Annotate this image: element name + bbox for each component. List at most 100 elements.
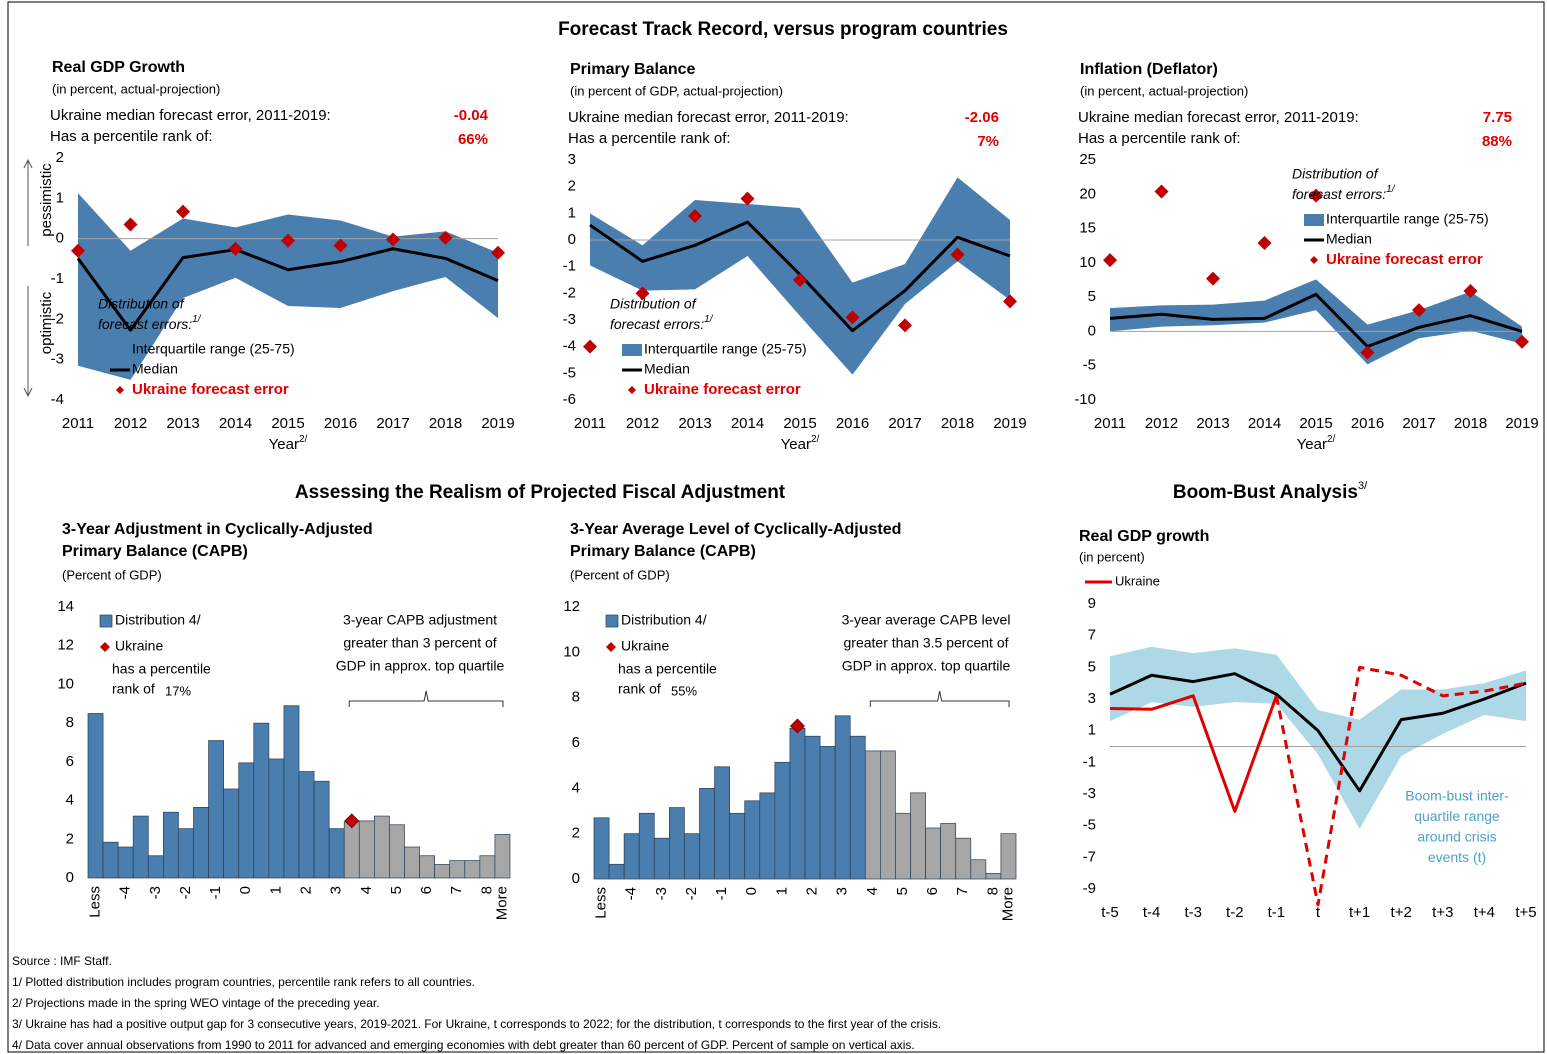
ukraine-marker xyxy=(1515,334,1529,349)
x-tick-label: 2016 xyxy=(1351,415,1384,432)
x-tick-label: 2018 xyxy=(1454,415,1487,432)
x-tick-label: 2014 xyxy=(1248,415,1281,432)
y-tick-label: -2 xyxy=(51,310,64,327)
x-tick-label: 0 xyxy=(743,887,760,895)
ukraine-marker xyxy=(793,273,807,287)
legend-marker xyxy=(606,642,616,652)
chart-subtitle: (Percent of GDP) xyxy=(62,567,162,582)
legend-swatch xyxy=(1304,214,1324,226)
x-tick-label: t-2 xyxy=(1226,904,1244,921)
bar xyxy=(880,750,896,880)
x-tick-label: -1 xyxy=(207,886,224,899)
bar xyxy=(193,806,209,879)
bar xyxy=(223,788,240,879)
bar xyxy=(449,860,466,879)
y-tick-label: 3 xyxy=(568,151,576,168)
ukraine-marker xyxy=(344,813,360,829)
bar xyxy=(117,846,134,879)
y-tick-label: 0 xyxy=(56,230,64,247)
bar xyxy=(669,807,685,880)
x-tick-label: 2015 xyxy=(783,415,816,432)
x-tick-label: 5 xyxy=(894,887,911,895)
x-tick-label: 2019 xyxy=(481,415,514,432)
y-tick-label: 10 xyxy=(563,643,580,660)
x-tick-label: Less xyxy=(87,886,104,918)
legend-swatch xyxy=(622,344,642,356)
x-tick-label: t xyxy=(1316,904,1321,921)
annotation: Boom-bust inter- xyxy=(1405,788,1509,804)
y-tick-label: 10 xyxy=(1079,254,1096,271)
bar xyxy=(623,833,640,880)
ukraine-marker xyxy=(1206,271,1220,286)
x-tick-label: t-1 xyxy=(1268,904,1286,921)
legend-swatch xyxy=(110,344,130,356)
bar xyxy=(147,855,164,879)
x-tick-label: 2018 xyxy=(941,415,974,432)
ukraine-marker xyxy=(1412,303,1426,318)
legend-title: forecast errors:1/ xyxy=(610,314,714,332)
annotation: greater than 3.5 percent of xyxy=(844,635,1009,651)
bar xyxy=(729,812,746,880)
chart-subtitle: (in percent of GDP, actual-projection) xyxy=(570,83,783,98)
chart-subtitle: (Percent of GDP) xyxy=(570,567,670,582)
x-axis-label-text: Year xyxy=(781,436,811,453)
x-tick-label: 2017 xyxy=(888,415,921,432)
x-tick-label: 8 xyxy=(478,886,495,894)
x-axis-label-text: Year xyxy=(269,436,299,453)
x-tick-label: 2013 xyxy=(678,415,711,432)
error-text: Ukraine median forecast error, 2011-2019… xyxy=(1078,109,1359,126)
y-tick-label: 2 xyxy=(56,149,64,166)
y-tick-label: 0 xyxy=(572,870,580,887)
x-tick-label: 7 xyxy=(954,887,971,895)
bar xyxy=(774,761,791,880)
bar xyxy=(985,872,1002,880)
arrow xyxy=(23,158,33,246)
x-tick-label: More xyxy=(999,887,1016,921)
x-tick-label: 2014 xyxy=(219,415,252,432)
bar xyxy=(374,815,390,879)
ukraine-marker xyxy=(228,241,243,256)
bar xyxy=(479,855,496,879)
y-tick-label: 5 xyxy=(1088,658,1096,675)
x-tick-label: 2015 xyxy=(271,415,304,432)
section-title: Assessing the Realism of Projected Fisca… xyxy=(295,482,786,503)
bar xyxy=(494,834,511,879)
bar xyxy=(864,750,881,880)
y-tick-label: -10 xyxy=(1074,391,1096,408)
ukraine-marker xyxy=(740,191,755,206)
annotation: GDP in approx. top quartile xyxy=(842,658,1011,674)
series-line xyxy=(1109,292,1523,349)
y-tick-label: -1 xyxy=(1083,753,1096,770)
x-tick-label: t-4 xyxy=(1143,904,1161,921)
x-tick-label: t-3 xyxy=(1184,904,1202,921)
y-tick-label: 20 xyxy=(1079,185,1096,202)
chart-subtitle: (in percent, actual-projection) xyxy=(1080,83,1248,98)
y-tick-label: 9 xyxy=(1088,595,1096,612)
x-tick-label: 2014 xyxy=(731,415,764,432)
bar xyxy=(178,828,194,879)
y-tick-label: 2 xyxy=(572,825,580,842)
y-tick-label: 0 xyxy=(568,231,576,248)
x-tick-label: 4 xyxy=(864,887,881,895)
x-axis-label-note: 2/ xyxy=(811,434,820,445)
chart-title: Primary Balance (CAPB) xyxy=(570,543,756,560)
x-tick-label: -2 xyxy=(683,887,700,900)
error-text: Ukraine median forecast error, 2011-2019… xyxy=(50,107,331,124)
bar xyxy=(464,860,481,879)
x-tick-label: 2011 xyxy=(574,415,606,432)
legend-title: forecast errors:1/ xyxy=(1292,184,1396,202)
legend-label: Ukraine forecast error xyxy=(644,381,801,398)
x-tick-label: -4 xyxy=(117,886,134,899)
y-tick-label: 3 xyxy=(1088,690,1096,707)
x-tick-label: 0 xyxy=(237,886,254,894)
footnote: 1/ Plotted distribution includes program… xyxy=(12,975,475,989)
median-error: -2.06 xyxy=(965,109,999,126)
footnote: 3/ Ukraine has had a positive output gap… xyxy=(12,1017,941,1031)
section-title-text: Boom-Bust Analysis xyxy=(1173,482,1358,503)
legend-label: Distribution 4/ xyxy=(115,612,201,628)
x-tick-label: 6 xyxy=(924,887,941,895)
bar xyxy=(955,837,972,880)
footnote: 2/ Projections made in the spring WEO vi… xyxy=(12,996,380,1010)
bar xyxy=(895,812,911,880)
ukraine-marker xyxy=(950,247,965,262)
